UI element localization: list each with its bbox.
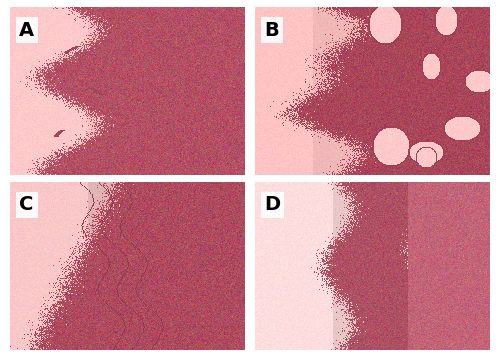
Text: C: C [20, 196, 34, 215]
Text: A: A [20, 21, 34, 40]
Text: D: D [264, 196, 280, 215]
Text: B: B [264, 21, 279, 40]
